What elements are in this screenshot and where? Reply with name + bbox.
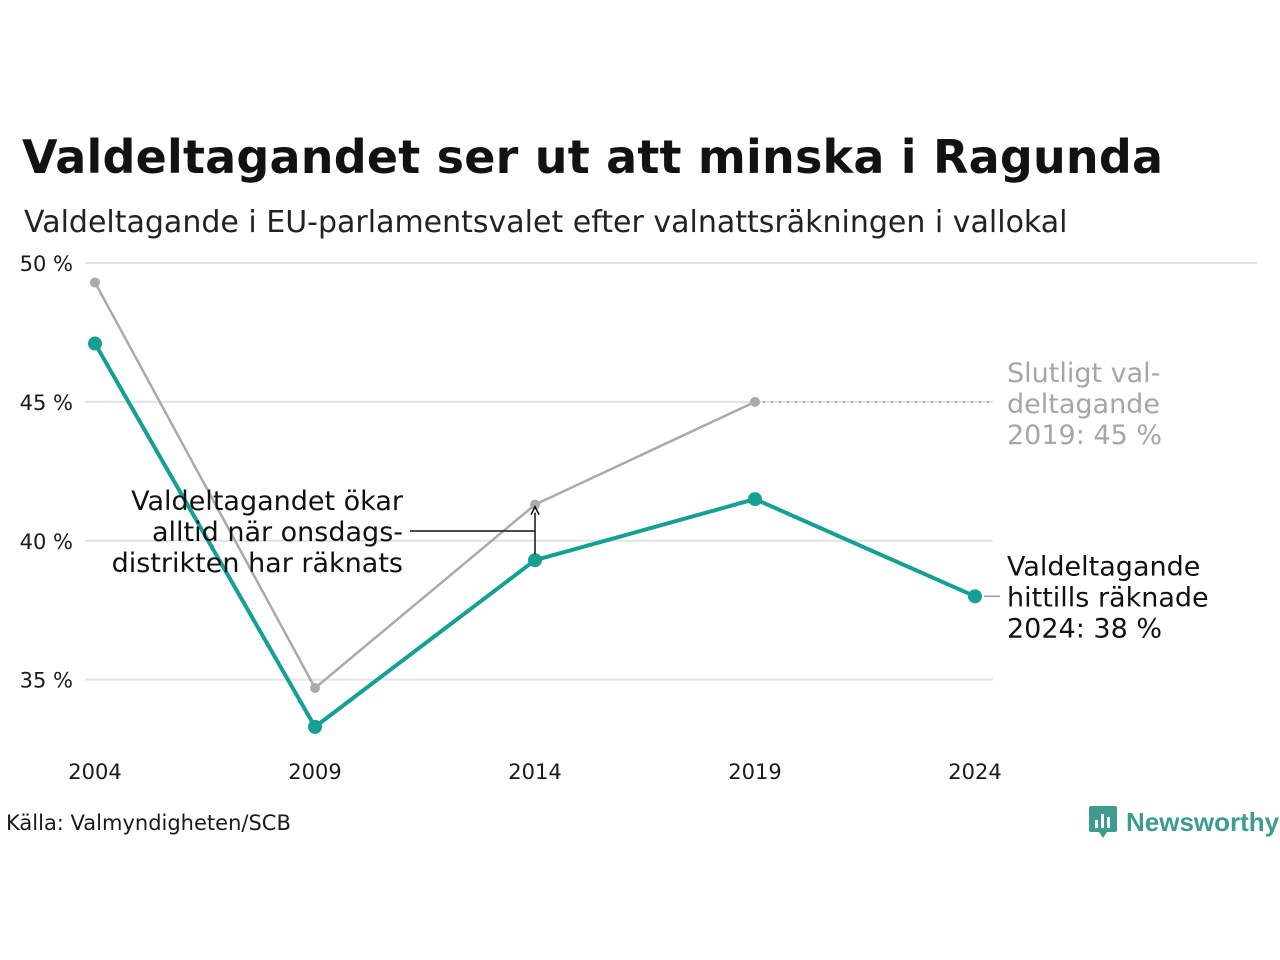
final-turnout-point [750, 396, 760, 407]
x-tick-label: 2004 [68, 760, 121, 784]
final-turnout-label: 2019: 45 % [1007, 420, 1162, 451]
final-turnout-point [90, 277, 100, 288]
final-turnout-point [530, 499, 540, 510]
newsworthy-logo: Newsworthy [1088, 804, 1279, 840]
preliminary-turnout-label: 2024: 38 % [1007, 613, 1162, 644]
final-turnout-point [310, 682, 320, 693]
final-turnout-label: deltagande [1007, 389, 1160, 420]
increase-annotation-text: alltid när onsdags- [152, 517, 403, 548]
preliminary-turnout-point [968, 589, 982, 604]
source-note: Källa: Valmyndigheten/SCB [6, 811, 291, 835]
chart-title: Valdeltagandet ser ut att minska i Ragun… [22, 130, 1164, 184]
x-tick-label: 2024 [948, 760, 1001, 784]
y-tick-label: 45 % [20, 391, 73, 415]
increase-annotation-text: distrikten har räknats [112, 548, 403, 579]
preliminary-turnout-point [748, 492, 762, 507]
final-turnout-line [93, 281, 756, 690]
preliminary-turnout-point [88, 336, 102, 351]
bar-chart-icon [1089, 806, 1117, 838]
brand-name: Newsworthy [1126, 806, 1280, 837]
preliminary-turnout-point [308, 719, 322, 734]
final-turnout-label: Slutligt val- [1007, 358, 1160, 389]
x-tick-label: 2019 [728, 760, 781, 784]
increase-annotation-text: Valdeltagandet ökar [131, 486, 404, 517]
x-tick-label: 2009 [288, 760, 341, 784]
x-tick-label: 2014 [508, 760, 561, 784]
preliminary-turnout-label: hittills räknade [1007, 582, 1209, 613]
y-tick-label: 40 % [20, 530, 73, 554]
y-tick-label: 35 % [20, 669, 73, 693]
preliminary-turnout-point [528, 553, 542, 568]
annotation-arrow-head [530, 504, 540, 515]
y-tick-label: 50 % [20, 252, 73, 276]
preliminary-turnout-label: Valdeltagande [1007, 551, 1200, 582]
chart-subtitle: Valdeltagande i EU-parlamentsvalet efter… [24, 205, 1068, 240]
